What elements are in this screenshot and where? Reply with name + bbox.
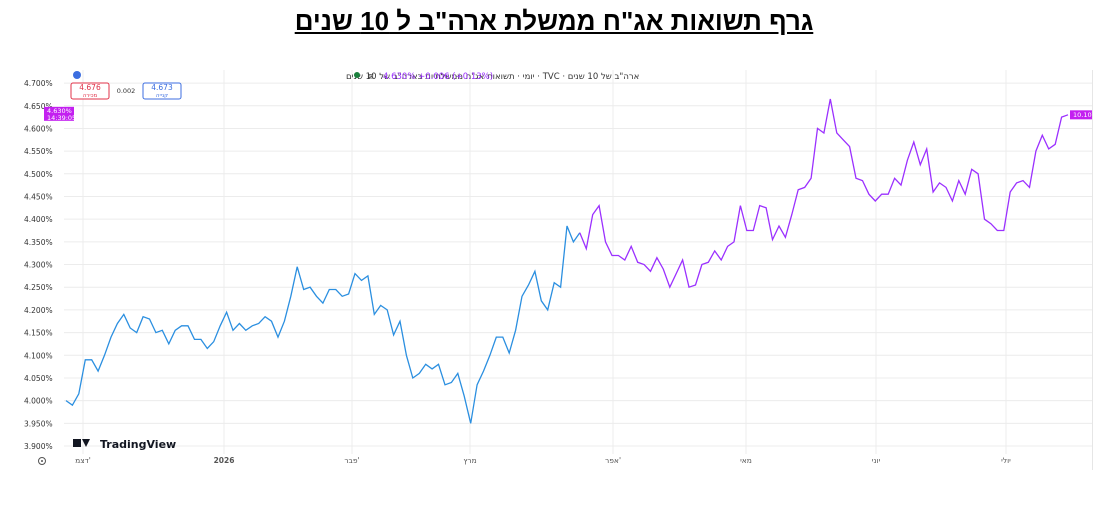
buy-box[interactable]: 4.673 קנייה [142, 82, 182, 100]
line-chart: ארה"ב של 10 שנים · TVC · יומי · תשואות א… [24, 70, 1092, 465]
settings-icon[interactable] [38, 457, 46, 465]
tradingview-logo-text: TradingView [100, 438, 176, 451]
spread-value: 0.002 [117, 87, 136, 95]
signal-icon: ≋ [367, 72, 374, 82]
y-tick-label: 4.600% [24, 124, 53, 133]
y-tick-label: 4.650% [24, 102, 53, 111]
x-tick-label: מאי [740, 456, 752, 465]
chart-panel[interactable]: ארה"ב של 10 שנים · TVC · יומי · תשואות א… [16, 70, 1093, 470]
tradingview-logo[interactable]: TradingView [73, 438, 176, 451]
series-line-segment-1 [65, 225, 581, 424]
x-tick-label: 2026 [214, 456, 235, 465]
y-tick-label: 4.550% [24, 147, 53, 156]
page-title: גרף תשואות אג"ח ממשלת ארה"ב ל 10 שנים [294, 6, 814, 36]
sell-label: מכירה [83, 93, 98, 99]
y-tick-label: 4.400% [24, 215, 53, 224]
series-lines [65, 98, 1069, 424]
tradingview-logo-icon [73, 439, 81, 447]
y-tick-label: 4.250% [24, 283, 53, 292]
series-line-segment-2 [579, 98, 1069, 289]
y-tick-label: 4.200% [24, 306, 53, 315]
x-tick-label: אפר' [605, 456, 621, 465]
y-tick-label: 3.900% [24, 442, 53, 451]
sell-box[interactable]: 4.676 מכירה [70, 82, 110, 100]
buy-label: קנייה [156, 93, 168, 99]
sell-value: 4.676 [79, 83, 101, 92]
buy-value: 4.673 [151, 83, 173, 92]
us-flag-icon [73, 71, 81, 79]
y-tick-label: 4.300% [24, 261, 53, 270]
x-tick-label: מרץ [463, 456, 476, 465]
y-tick-label: 4.000% [24, 397, 53, 406]
y-tick-label: 4.050% [24, 374, 53, 383]
y-axis: 3.900% 3.950% 4.000% 4.050% 4.100% 4.150% 4.20… [24, 79, 53, 451]
x-tick-label: פבר' [344, 456, 359, 465]
price-tag-value: 4.630% [47, 107, 72, 115]
y-tick-label: 3.950% [24, 419, 53, 428]
x-tick-label: דצמ' [75, 456, 91, 465]
y-tick-label: 4.700% [24, 79, 53, 88]
y-tick-label: 4.500% [24, 170, 53, 179]
x-tick-label: יולי [1001, 456, 1011, 465]
chart-header: ארה"ב של 10 שנים · TVC · יומי · תשואות א… [73, 71, 639, 82]
x-grid-lines [82, 70, 1007, 454]
symbol-description: ארה"ב של 10 שנים · TVC · יומי · תשואות א… [346, 72, 639, 82]
grid-lines [64, 82, 1092, 447]
y-tick-label: 4.450% [24, 192, 53, 201]
y-tick-label: 4.100% [24, 351, 53, 360]
live-value: 4.630% +0.006 (+0.13%) [383, 72, 493, 82]
x-tick-label: יוני [872, 456, 881, 465]
price-tag-right: 10.10Y [1070, 110, 1092, 120]
y-tick-label: 4.350% [24, 238, 53, 247]
y-tick-label: 4.150% [24, 329, 53, 338]
x-axis: דצמ' 2026 פבר' מרץ אפר' מאי יוני יולי [75, 456, 1011, 465]
price-tag-left: 4.630% 14:39:05 [44, 106, 76, 122]
market-open-icon [354, 72, 360, 78]
price-tag-time: 14:39:05 [47, 114, 76, 122]
end-label: 10.10Y [1073, 111, 1092, 119]
